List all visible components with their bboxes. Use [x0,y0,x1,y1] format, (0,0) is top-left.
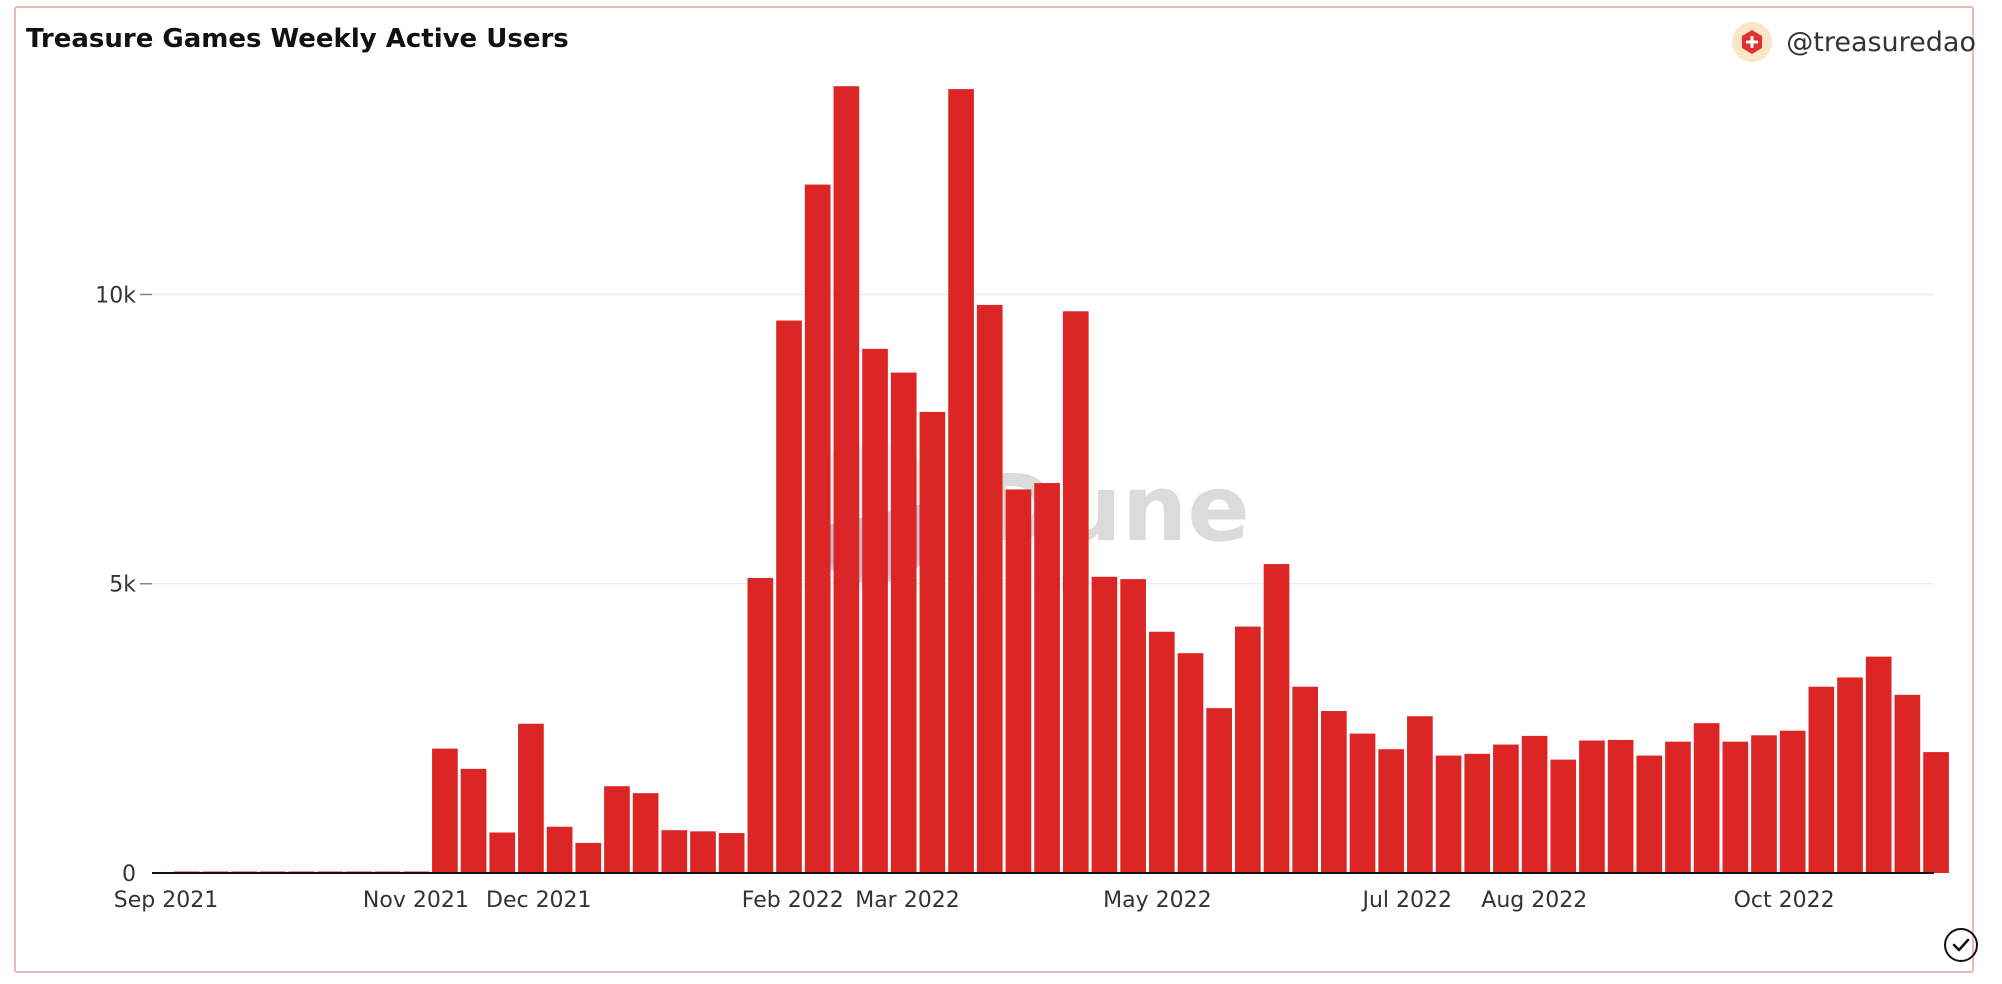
bar[interactable] [776,320,802,874]
treasure-logo-icon [1732,22,1773,62]
x-tick-label: Jul 2022 [1360,888,1452,913]
y-tick-label: 0 [122,862,136,887]
bar[interactable] [604,786,630,873]
x-tick-label: Aug 2022 [1481,888,1587,913]
bar[interactable] [1550,759,1577,873]
chart-title: Treasure Games Weekly Active Users [26,24,569,54]
bar[interactable] [1062,311,1089,873]
bar[interactable] [460,768,487,873]
bar[interactable] [1779,730,1806,873]
bar[interactable] [1837,677,1863,873]
bar[interactable] [1607,739,1634,873]
bar[interactable] [1349,733,1376,873]
bar[interactable] [890,372,917,873]
bar[interactable] [1378,749,1405,873]
x-tick-label: Dec 2021 [486,888,592,913]
bar[interactable] [1521,735,1548,873]
bar[interactable] [1579,740,1605,873]
x-tick-label: Mar 2022 [855,888,960,913]
x-tick-label: Oct 2022 [1734,888,1835,913]
bar[interactable] [948,89,974,873]
bar[interactable] [1177,653,1204,873]
bar-series [173,86,1949,874]
bar[interactable] [1292,686,1319,873]
brand-handle[interactable]: @treasuredao [1786,26,1976,58]
bar[interactable] [1321,711,1347,873]
bar[interactable] [976,304,1003,874]
checkmark-icon[interactable] [1944,928,1978,962]
bar[interactable] [1693,723,1720,873]
bar[interactable] [833,86,860,873]
bar[interactable] [747,577,774,873]
bar[interactable] [1493,744,1519,873]
bar[interactable] [546,826,573,873]
x-tick-label: May 2022 [1103,888,1211,913]
bar[interactable] [1722,741,1749,873]
axes: 0 5k 10k Sep 2021 Nov 2021 Dec 2021 Feb 2022 Ma… [95,283,1934,913]
bar[interactable] [432,748,458,873]
bar[interactable] [1865,656,1892,873]
bar[interactable] [1435,755,1462,873]
bar[interactable] [1751,735,1777,873]
bar[interactable] [1005,489,1032,873]
bar[interactable] [1034,483,1060,873]
bar[interactable] [489,832,516,873]
bar[interactable] [1665,741,1691,873]
bar[interactable] [1407,716,1433,873]
bar[interactable] [632,793,659,873]
bar[interactable] [1091,576,1118,873]
bar[interactable] [661,830,688,873]
bar[interactable] [1636,755,1663,873]
bar[interactable] [1120,579,1146,873]
bar[interactable] [1894,694,1921,873]
brand-attribution[interactable]: @treasuredao [1732,22,1976,62]
bar[interactable] [1206,708,1232,873]
y-tick-label: 5k [109,573,136,598]
bar[interactable] [1148,631,1175,873]
x-tick-label: Nov 2021 [363,888,469,913]
x-tick-label: Sep 2021 [114,888,218,913]
bar[interactable] [518,723,544,873]
bar[interactable] [919,411,946,873]
bar[interactable] [804,184,831,873]
bar[interactable] [1923,752,1949,873]
bar[interactable] [862,348,888,874]
bar[interactable] [1263,564,1290,873]
bar[interactable] [690,831,716,873]
bar[interactable] [1464,753,1491,873]
bar[interactable] [718,833,745,873]
y-tick-label: 10k [95,283,136,308]
bar[interactable] [575,842,602,873]
bar[interactable] [1808,686,1835,873]
x-tick-label: Feb 2022 [742,888,844,913]
bar[interactable] [1234,626,1261,873]
